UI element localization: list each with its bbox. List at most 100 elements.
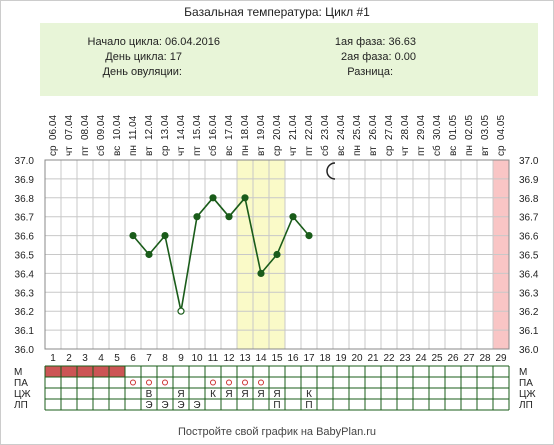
date-label: 28.04 [400, 115, 411, 140]
intercourse-marker [226, 379, 232, 386]
grid [44, 159, 510, 350]
temperature-line [132, 196, 310, 312]
date-label: 12.04 [144, 115, 155, 140]
lp-mark: Э [177, 400, 184, 411]
cervical-mucus-mark: Я [241, 389, 248, 400]
date-label: 30.04 [432, 115, 443, 140]
y-tick-label: 36.6 [519, 232, 539, 243]
y-tick-label: 36.5 [519, 251, 539, 262]
data-point [145, 250, 153, 259]
data-point [209, 194, 217, 202]
weekday-label: вт [144, 146, 155, 156]
day-number: 27 [463, 353, 475, 364]
y-tick-label: 37.0 [15, 156, 35, 167]
day-number: 6 [130, 353, 136, 364]
day-number: 29 [495, 353, 507, 364]
day-number: 26 [447, 353, 459, 364]
y-tick-label: 36.1 [15, 326, 35, 337]
weekday-label: ср [48, 145, 59, 156]
y-tick-label: 36.9 [519, 175, 539, 186]
day-number: 15 [271, 353, 283, 364]
data-point [225, 213, 233, 221]
y-tick-label: 36.9 [15, 175, 35, 186]
day-number: 13 [239, 353, 251, 364]
menstruation-cell [61, 366, 77, 377]
y-tick-label: 36.7 [519, 213, 539, 224]
weekday-label: пн [352, 145, 363, 156]
weekday-label: ср [160, 145, 171, 156]
data-point [289, 213, 297, 221]
day-number: 8 [162, 353, 168, 364]
date-label: 06.04 [48, 115, 59, 140]
weekday-label: ср [384, 145, 395, 156]
table-row-label: ПА [519, 378, 533, 389]
date-label: 23.04 [320, 115, 331, 140]
y-axis-right: 37.0 36.9 36.8 36.7 36.6 36.5 36.4 36.3 36.2 36.1… [519, 156, 539, 356]
weekday-label: пн [128, 145, 139, 156]
date-label: 08.04 [80, 115, 91, 140]
day-number: 19 [335, 353, 347, 364]
info-panel [40, 23, 538, 96]
intercourse-marker [242, 379, 248, 386]
table-row-label: ЦЖ [14, 389, 31, 400]
date-label: 27.04 [384, 115, 395, 140]
date-label: 13.04 [160, 115, 171, 140]
temp-difference: Разница: [347, 66, 393, 78]
table-row-label: М [14, 367, 22, 378]
date-label: 22.04 [304, 115, 315, 140]
menstruation-cell [109, 366, 125, 377]
data-point [257, 269, 265, 277]
table-row-label: М [519, 367, 527, 378]
date-label: 11.04 [128, 115, 139, 140]
footer-link[interactable]: Постройте свой график на BabyPlan.ru [178, 426, 376, 438]
weekday-label: пн [240, 145, 251, 156]
cervical-mucus-mark: К [210, 389, 216, 400]
data-point-excluded [177, 307, 185, 315]
lp-mark: Э [161, 400, 168, 411]
y-tick-label: 36.8 [15, 194, 35, 205]
temperature-series [129, 194, 313, 315]
data-point [129, 232, 137, 240]
table-row-label: ЦЖ [519, 389, 536, 400]
crescent-moon-icon [326, 162, 336, 180]
day-number: 1 [50, 353, 56, 364]
date-label: 01.05 [448, 115, 459, 140]
weekday-label: чт [288, 146, 299, 156]
y-tick-label: 36.1 [519, 326, 539, 337]
weekday-label: чт [176, 146, 187, 156]
data-point [193, 213, 201, 221]
date-label: 26.04 [368, 115, 379, 140]
date-label: 03.05 [480, 115, 491, 140]
date-label: 09.04 [96, 115, 107, 140]
table-row-label: ПА [14, 378, 28, 389]
observations-table: В Я К Я Я Я Я КЭ Э Э Э П П [44, 365, 510, 411]
weekday-label: вс [448, 146, 459, 156]
y-tick-label: 36.3 [15, 288, 35, 299]
y-tick-label: 37.0 [519, 156, 539, 167]
day-number: 28 [479, 353, 491, 364]
date-label: 07.04 [64, 115, 75, 140]
weekday-label: вс [224, 146, 235, 156]
date-label: 10.04 [112, 115, 123, 140]
day-number: 16 [287, 353, 299, 364]
y-tick-label: 36.6 [15, 232, 35, 243]
phase2-avg: 2ая фаза: 0.00 [341, 51, 416, 63]
intercourse-marker [258, 379, 264, 386]
y-tick-label: 36.7 [15, 213, 35, 224]
date-label: 19.04 [256, 115, 267, 140]
y-tick-label: 36.8 [519, 194, 539, 205]
date-label: 24.04 [336, 115, 347, 140]
weekday-label: сб [319, 145, 331, 156]
date-label: 17.04 [224, 115, 235, 140]
date-label: 21.04 [288, 115, 299, 140]
weekday-label: вс [336, 146, 347, 156]
y-tick-label: 36.0 [519, 345, 539, 356]
cervical-mucus-mark: Я [225, 389, 232, 400]
lp-mark: П [273, 400, 280, 411]
cycle-day: День цикла: 17 [105, 51, 182, 63]
weekday-label: ср [272, 145, 283, 156]
day-number: 23 [399, 353, 411, 364]
y-tick-label: 36.3 [519, 288, 539, 299]
date-label: 29.04 [416, 115, 427, 140]
